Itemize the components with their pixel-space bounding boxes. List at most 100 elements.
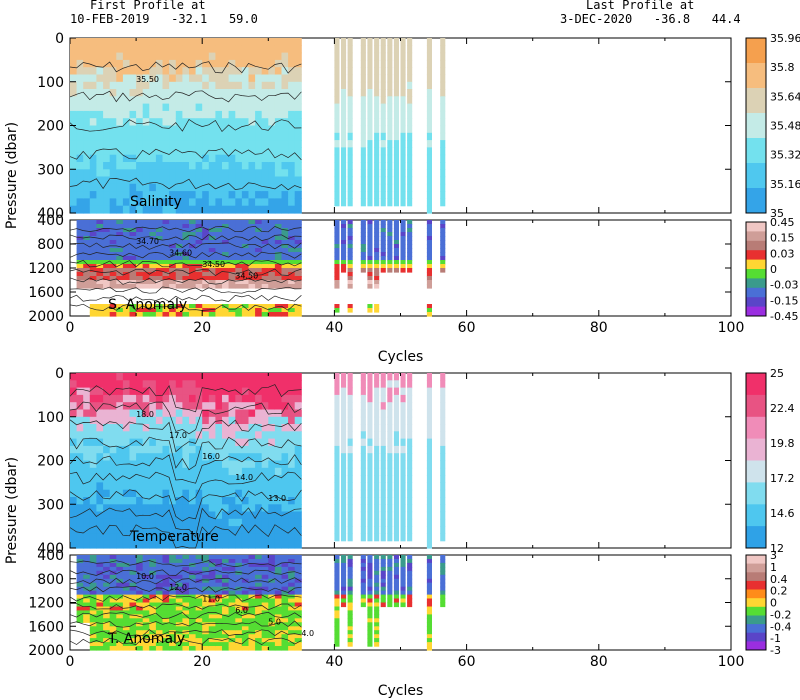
- data-cell: [109, 125, 117, 134]
- data-cell: [235, 460, 243, 469]
- data-cell: [195, 183, 203, 192]
- data-cell: [347, 387, 353, 396]
- data-cell: [255, 630, 263, 635]
- data-cell: [208, 205, 216, 214]
- data-cell: [440, 598, 446, 604]
- data-cell: [195, 438, 203, 447]
- data-cell: [109, 81, 117, 90]
- data-cell: [208, 81, 216, 90]
- data-cell: [274, 205, 282, 214]
- data-cell: [202, 409, 210, 418]
- colorbar-swatch: [746, 250, 766, 261]
- data-cell: [255, 284, 263, 289]
- data-cell: [222, 110, 230, 119]
- data-cell: [393, 582, 399, 588]
- data-cell: [426, 304, 432, 309]
- data-cell: [294, 630, 302, 635]
- data-cell: [347, 416, 353, 425]
- data-cell: [70, 74, 78, 83]
- data-cell: [83, 610, 91, 615]
- data-cell: [182, 526, 190, 534]
- data-cell: [400, 140, 406, 148]
- data-cell: [367, 110, 373, 119]
- data-cell: [149, 248, 157, 253]
- data-cell: [182, 373, 190, 381]
- data-cell: [175, 205, 183, 214]
- data-cell: [96, 191, 104, 199]
- x-axis-label: Cycles: [378, 683, 424, 699]
- data-cell: [195, 540, 203, 549]
- data-cell: [129, 183, 137, 192]
- data-cell: [70, 169, 78, 178]
- data-cell: [360, 67, 366, 76]
- data-cell: [208, 312, 216, 317]
- data-cell: [440, 475, 446, 483]
- data-cell: [83, 272, 91, 277]
- data-cell: [109, 416, 117, 425]
- data-cell: [235, 606, 243, 612]
- data-cell: [241, 416, 249, 425]
- data-cell: [189, 45, 197, 54]
- data-cell: [215, 578, 223, 584]
- data-cell: [440, 67, 446, 76]
- data-cell: [235, 602, 243, 608]
- data-cell: [76, 570, 84, 576]
- data-cell: [248, 402, 256, 411]
- data-cell: [70, 96, 78, 105]
- data-cell: [288, 489, 296, 498]
- data-cell: [182, 276, 190, 281]
- data-cell: [195, 453, 203, 462]
- data-cell: [274, 582, 282, 588]
- data-cell: [222, 614, 230, 619]
- data-cell: [215, 132, 223, 141]
- data-cell: [255, 570, 263, 576]
- data-cell: [268, 602, 276, 608]
- data-cell: [407, 504, 413, 513]
- data-cell: [241, 445, 249, 454]
- data-cell: [334, 224, 340, 229]
- data-cell: [202, 205, 210, 214]
- data-cell: [426, 614, 432, 619]
- data-cell: [83, 191, 91, 199]
- data-cell: [393, 232, 399, 237]
- data-cell: [248, 256, 256, 261]
- data-cell: [241, 220, 249, 225]
- data-cell: [129, 610, 137, 615]
- data-cell: [202, 638, 210, 643]
- data-cell: [347, 176, 353, 185]
- data-cell: [116, 646, 124, 651]
- data-cell: [235, 205, 243, 214]
- data-cell: [400, 176, 406, 185]
- data-cell: [360, 52, 366, 61]
- data-cell: [129, 96, 137, 105]
- data-cell: [288, 402, 296, 411]
- data-cell: [440, 81, 446, 90]
- contour-label: 17.0: [169, 431, 187, 440]
- data-cell: [426, 81, 432, 90]
- data-cell: [255, 74, 263, 83]
- data-cell: [268, 272, 276, 277]
- data-cell: [387, 453, 393, 462]
- data-cell: [89, 264, 97, 269]
- data-cell: [103, 140, 111, 148]
- data-cell: [122, 280, 130, 285]
- data-cell: [294, 45, 302, 54]
- data-cell: [426, 570, 432, 576]
- data-cell: [255, 240, 263, 245]
- data-cell: [288, 132, 296, 141]
- data-cell: [288, 497, 296, 505]
- data-cell: [109, 453, 117, 462]
- data-cell: [407, 81, 413, 90]
- data-cell: [228, 220, 236, 225]
- data-cell: [248, 373, 256, 381]
- data-cell: [288, 431, 296, 440]
- data-cell: [169, 132, 177, 141]
- data-cell: [129, 169, 137, 178]
- data-cell: [334, 140, 340, 148]
- data-cell: [347, 566, 353, 572]
- data-cell: [235, 284, 243, 289]
- data-cell: [281, 526, 289, 534]
- data-cell: [96, 394, 104, 403]
- data-cell: [169, 460, 177, 469]
- data-cell: [440, 162, 446, 170]
